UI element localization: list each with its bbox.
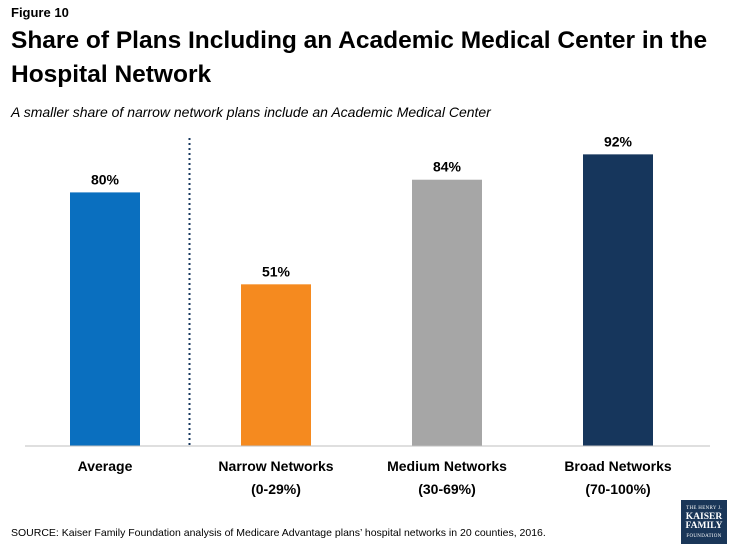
source-note: SOURCE: Kaiser Family Foundation analysi… [11, 527, 546, 539]
figure-label: Figure 10 [11, 5, 69, 20]
logo-line-1: THE HENRY J. [686, 505, 722, 511]
data-label-0: 80% [91, 171, 120, 187]
bar-3 [583, 154, 653, 447]
logo-line-3: FAMILY [685, 521, 723, 531]
chart-title: Share of Plans Including an Academic Med… [11, 27, 708, 88]
x-tick-sublabel-2: (30-69%) [418, 481, 476, 497]
x-tick-label-1: Narrow Networks [218, 458, 333, 474]
logo-line-4: FOUNDATION [686, 533, 722, 539]
x-tick-sublabel-1: (0-29%) [251, 481, 301, 497]
x-tick-label-2: Medium Networks [387, 458, 507, 474]
x-tick-sublabel-3: (70-100%) [585, 481, 650, 497]
bar-0 [70, 192, 140, 446]
data-label-2: 84% [433, 159, 462, 175]
chart-subtitle: A smaller share of narrow network plans … [11, 104, 491, 120]
x-tick-label-0: Average [78, 458, 133, 474]
kff-logo: THE HENRY J. KAISER FAMILY FOUNDATION [681, 500, 727, 544]
bar-1 [241, 284, 311, 446]
bar-2 [412, 179, 482, 446]
logo-line-2: KAISER [685, 511, 723, 522]
data-label-3: 92% [604, 133, 633, 149]
data-label-1: 51% [262, 263, 291, 279]
x-tick-label-3: Broad Networks [564, 458, 672, 474]
